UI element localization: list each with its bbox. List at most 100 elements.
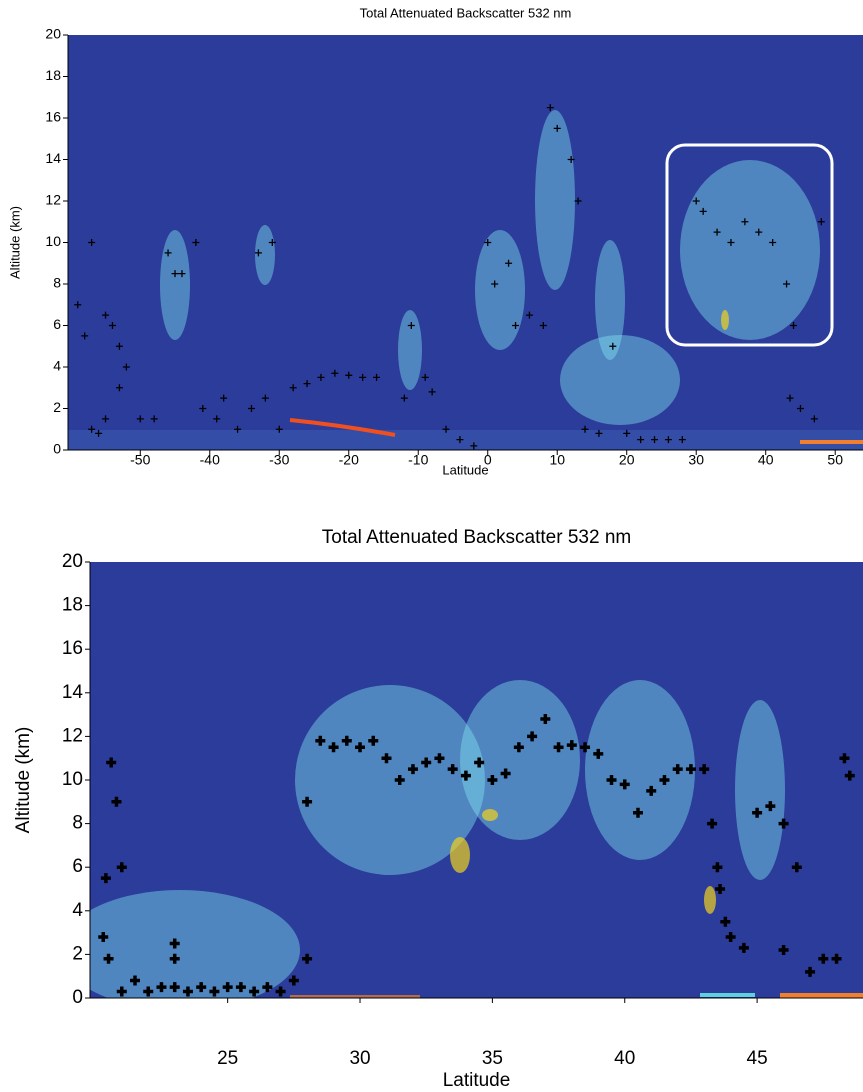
marker bbox=[712, 862, 723, 873]
marker bbox=[659, 775, 670, 785]
backscatter-texture bbox=[68, 110, 863, 450]
marker bbox=[707, 818, 718, 829]
marker bbox=[373, 373, 381, 381]
marker bbox=[381, 753, 392, 764]
marker bbox=[765, 801, 776, 812]
marker bbox=[261, 394, 269, 402]
y-tick-label: 8 bbox=[72, 813, 83, 834]
marker bbox=[527, 731, 538, 742]
marker bbox=[428, 388, 436, 396]
x-tick-label: -30 bbox=[269, 452, 289, 468]
marker bbox=[553, 124, 561, 132]
marker bbox=[268, 239, 276, 246]
marker bbox=[169, 982, 180, 993]
marker bbox=[254, 249, 262, 257]
y-tick-label: 14 bbox=[45, 150, 61, 166]
marker bbox=[720, 916, 731, 927]
marker bbox=[434, 753, 445, 764]
y-tick-label: 20 bbox=[45, 26, 61, 42]
marker bbox=[805, 966, 816, 977]
marker bbox=[178, 270, 186, 278]
marker bbox=[88, 239, 96, 246]
x-tick-label: 0 bbox=[484, 452, 492, 468]
marker bbox=[574, 197, 582, 205]
x-tick-label: -10 bbox=[408, 452, 428, 468]
x-tick-label: 25 bbox=[217, 1048, 238, 1069]
marker bbox=[222, 982, 233, 993]
x-axis-label: Latitude bbox=[443, 1070, 511, 1091]
plot-background bbox=[90, 562, 863, 998]
marker bbox=[715, 884, 726, 894]
marker bbox=[831, 953, 842, 964]
marker bbox=[646, 785, 657, 796]
y-tick-label: 18 bbox=[62, 595, 83, 616]
marker bbox=[817, 218, 825, 226]
marker bbox=[115, 384, 123, 392]
marker bbox=[539, 322, 547, 329]
marker bbox=[447, 764, 458, 775]
marker bbox=[341, 735, 352, 746]
x-tick-label: 40 bbox=[758, 452, 774, 468]
marker bbox=[609, 342, 617, 350]
marker bbox=[196, 982, 207, 993]
y-tick-label: 10 bbox=[45, 233, 61, 249]
y-tick-label: 12 bbox=[45, 192, 61, 208]
marker bbox=[783, 280, 791, 288]
x-tick-label: 10 bbox=[549, 452, 565, 468]
marker bbox=[741, 218, 749, 226]
chart-title: Total Attenuated Backscatter 532 nm bbox=[322, 527, 631, 548]
y-tick-label: 2 bbox=[72, 943, 83, 964]
marker bbox=[512, 322, 520, 329]
marker bbox=[778, 945, 789, 956]
marker bbox=[303, 380, 311, 388]
marker bbox=[247, 405, 255, 412]
y-tick-label: 10 bbox=[62, 769, 83, 790]
marker bbox=[456, 436, 464, 444]
marker bbox=[725, 931, 736, 942]
marker bbox=[818, 953, 829, 964]
y-tick-label: 6 bbox=[53, 316, 61, 332]
marker bbox=[839, 753, 850, 764]
marker bbox=[810, 415, 818, 423]
marker bbox=[566, 740, 577, 751]
x-tick-label: -40 bbox=[200, 452, 220, 468]
x-tick-label: 50 bbox=[827, 452, 843, 468]
marker bbox=[678, 436, 686, 444]
marker bbox=[209, 986, 220, 997]
marker bbox=[442, 425, 450, 433]
marker bbox=[328, 742, 339, 753]
marker bbox=[400, 394, 408, 402]
marker bbox=[359, 373, 367, 381]
y-tick-label: 4 bbox=[72, 900, 83, 921]
y-axis-label: Altitude (km) bbox=[7, 206, 22, 279]
marker bbox=[116, 862, 127, 873]
marker bbox=[98, 931, 109, 942]
marker bbox=[637, 436, 645, 444]
marker bbox=[317, 373, 325, 381]
x-tick-label: -20 bbox=[339, 452, 359, 468]
marker bbox=[500, 768, 511, 779]
marker bbox=[289, 384, 297, 392]
marker bbox=[786, 394, 794, 402]
marker bbox=[182, 986, 193, 997]
marker bbox=[234, 425, 242, 433]
marker bbox=[355, 742, 366, 753]
marker bbox=[791, 862, 802, 873]
marker bbox=[752, 807, 763, 818]
marker bbox=[102, 415, 110, 423]
marker bbox=[778, 818, 789, 829]
marker bbox=[672, 764, 683, 775]
x-axis-label: Latitude bbox=[442, 462, 488, 477]
marker bbox=[302, 953, 313, 964]
marker bbox=[192, 239, 200, 246]
marker bbox=[484, 239, 492, 246]
marker bbox=[302, 796, 313, 807]
marker bbox=[169, 938, 180, 949]
marker bbox=[421, 373, 429, 381]
marker bbox=[95, 429, 103, 437]
marker bbox=[790, 322, 798, 329]
marker bbox=[235, 982, 246, 993]
marker bbox=[220, 394, 228, 402]
x-tick-label: 30 bbox=[688, 452, 704, 468]
marker bbox=[143, 986, 154, 997]
